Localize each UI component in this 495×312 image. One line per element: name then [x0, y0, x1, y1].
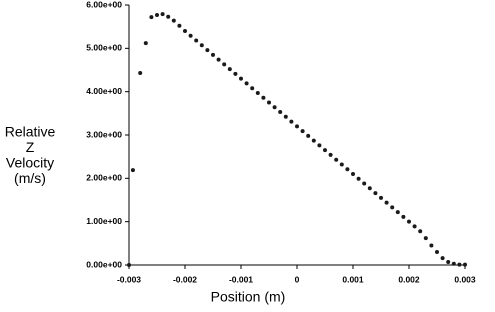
point — [446, 259, 451, 264]
point — [143, 41, 148, 46]
point — [166, 14, 171, 19]
point — [227, 67, 232, 72]
point — [177, 23, 182, 28]
point — [295, 124, 299, 129]
point — [194, 38, 199, 43]
point — [356, 176, 361, 181]
point — [457, 262, 462, 267]
point — [267, 100, 271, 105]
point — [451, 261, 456, 266]
point — [250, 86, 255, 91]
point — [412, 224, 417, 229]
point — [183, 29, 187, 33]
point — [222, 62, 227, 67]
y-axis-label: (m/s) — [14, 170, 46, 186]
point — [216, 57, 221, 62]
x-tick-label: 0.003 — [454, 274, 476, 284]
point — [278, 110, 283, 115]
point — [289, 119, 294, 124]
point — [205, 48, 210, 53]
point — [407, 219, 411, 224]
y-tick-label: 1.00e+00 — [86, 216, 122, 226]
point — [379, 195, 383, 200]
point — [211, 52, 215, 57]
point — [311, 138, 316, 143]
point — [171, 18, 176, 23]
point — [384, 200, 389, 205]
point — [373, 191, 378, 196]
point — [149, 15, 154, 20]
point — [390, 205, 395, 210]
x-tick-label: 0 — [295, 274, 300, 284]
point — [130, 168, 135, 173]
point — [395, 210, 400, 215]
point — [160, 12, 165, 17]
point — [463, 262, 467, 267]
point — [272, 105, 277, 110]
point — [138, 71, 143, 76]
point — [401, 214, 406, 219]
y-axis-label: Z — [26, 139, 35, 155]
point — [418, 229, 423, 234]
y-axis-label: Relative — [5, 124, 56, 140]
y-tick-label: 4.00e+00 — [86, 86, 122, 96]
point — [362, 181, 367, 186]
point — [155, 12, 159, 17]
x-tick-label: -0.001 — [229, 274, 253, 284]
point — [188, 33, 193, 38]
x-tick-label: -0.002 — [173, 274, 197, 284]
point — [255, 90, 260, 95]
y-tick-label: 2.00e+00 — [86, 173, 122, 183]
point — [345, 167, 350, 172]
point — [239, 76, 243, 81]
point — [127, 263, 131, 267]
point — [339, 162, 344, 167]
point — [283, 114, 288, 119]
point — [199, 43, 204, 48]
y-tick-label: 5.00e+00 — [86, 43, 122, 53]
point — [233, 71, 238, 76]
point — [306, 133, 311, 138]
point — [367, 186, 372, 191]
y-axis-label: Velocity — [6, 155, 54, 171]
x-tick-label: 0.001 — [342, 274, 364, 284]
x-axis-label: Position (m) — [211, 289, 286, 305]
point — [323, 148, 327, 153]
point — [244, 81, 249, 86]
point — [328, 152, 333, 157]
y-tick-label: 0.00e+00 — [86, 259, 122, 269]
point — [334, 157, 339, 162]
point — [435, 250, 439, 254]
point — [423, 236, 428, 241]
x-tick-label: 0.002 — [398, 274, 420, 284]
y-tick-label: 6.00e+00 — [86, 0, 122, 9]
x-tick-label: -0.003 — [117, 274, 141, 284]
point — [261, 95, 266, 100]
point — [440, 256, 445, 261]
point — [300, 129, 305, 134]
point — [351, 172, 355, 176]
point — [317, 143, 322, 148]
point — [429, 243, 434, 248]
y-tick-label: 3.00e+00 — [86, 129, 122, 139]
